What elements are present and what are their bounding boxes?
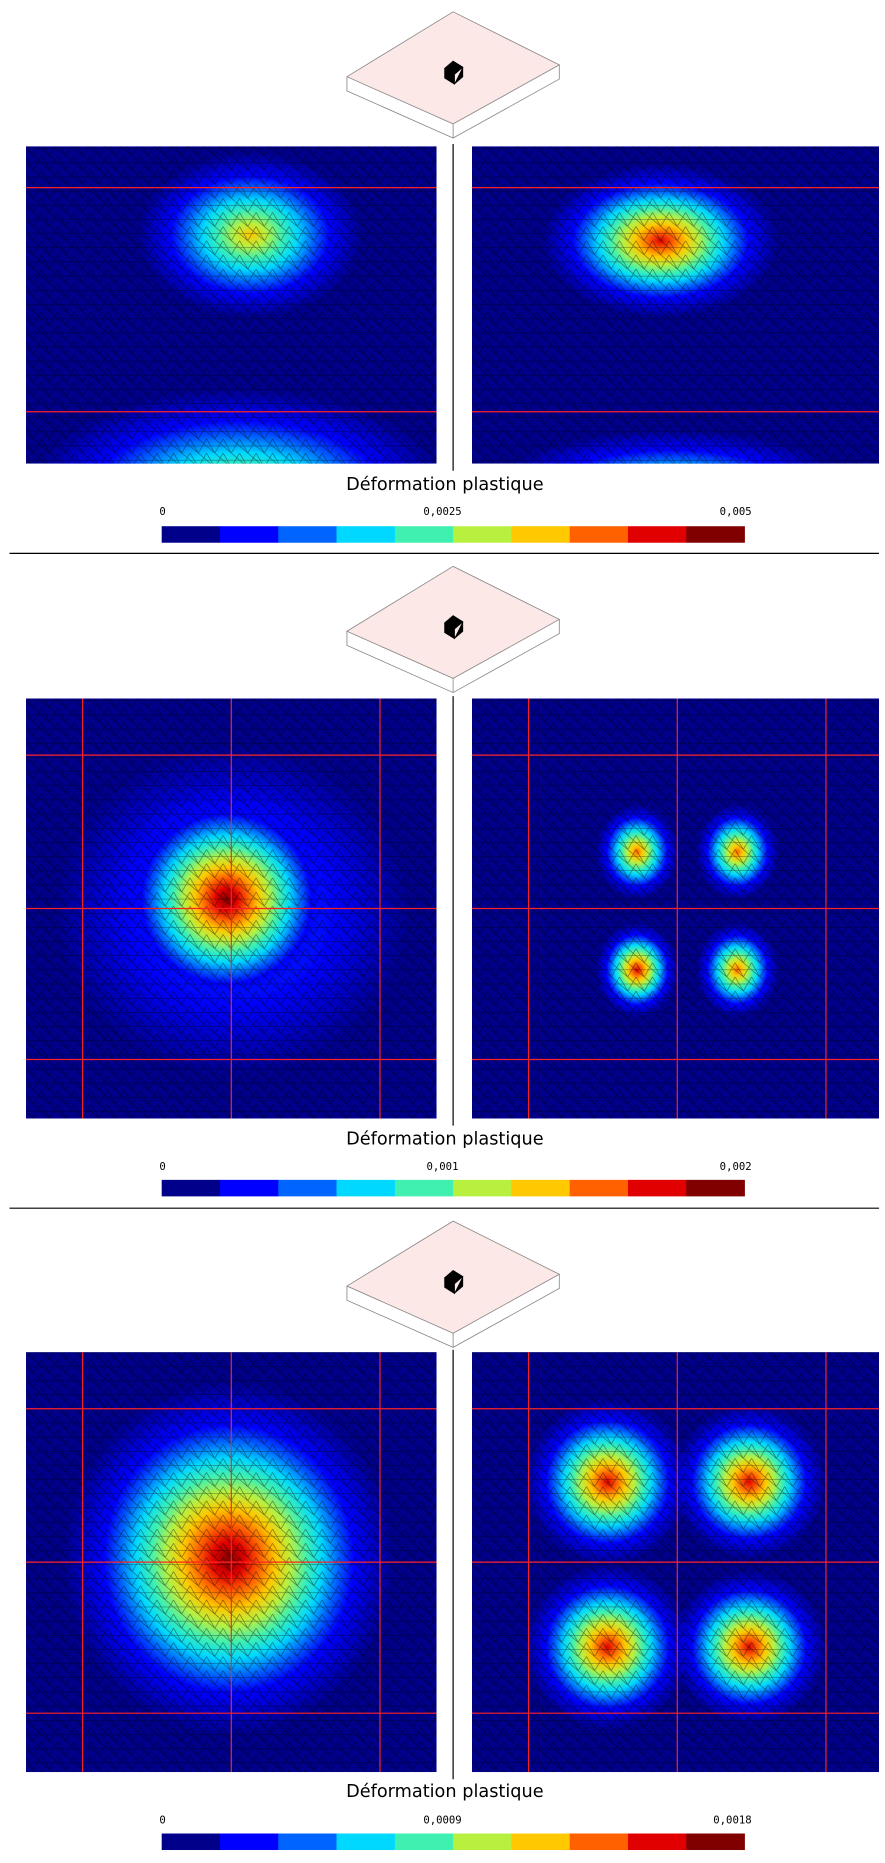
contour-plot (471, 698, 880, 1119)
colorbar-swatch (453, 1833, 512, 1851)
colorbar-swatch (569, 1833, 629, 1851)
colorbar-swatch (394, 1179, 454, 1197)
colorbar-label: 0,001 (427, 1160, 459, 1173)
colorbar-swatch (627, 526, 687, 543)
panel: Déformation plastique 0 0,001 0,002 (9, 552, 880, 1197)
colorbar-title: Déformation plastique (346, 1782, 543, 1802)
colorbar-label: 0,0018 (713, 1814, 751, 1827)
contour-plot (26, 146, 437, 464)
colorbar-swatch (627, 1179, 687, 1197)
plate-icon (346, 11, 561, 139)
plate-icon (346, 565, 561, 694)
contour-plot (26, 1352, 437, 1773)
colorbar-title: Déformation plastique (346, 475, 543, 495)
colorbar-swatch (511, 526, 571, 543)
panel: Déformation plastique 0 0,0009 0,0018 (9, 1207, 880, 1851)
colorbar-swatch (627, 1833, 687, 1851)
colorbar-swatch (161, 1179, 221, 1197)
colorbar-label: 0 (159, 1814, 165, 1827)
contour-plot (26, 698, 437, 1119)
colorbar-label: 0 (159, 505, 165, 518)
colorbar-swatch (336, 1179, 396, 1197)
colorbar-swatch (569, 1179, 629, 1197)
colorbar-swatch (336, 526, 396, 543)
colorbar-swatch (686, 1179, 745, 1197)
colorbar-swatch (278, 1179, 337, 1197)
colorbar-swatch (161, 526, 221, 543)
colorbar-swatch (511, 1179, 571, 1197)
colorbar-swatch (336, 1833, 396, 1851)
colorbar-swatch (219, 1833, 279, 1851)
panel: Déformation plastique 0 0,0025 0,005 (26, 11, 880, 543)
colorbar-swatch (686, 526, 745, 543)
colorbar-swatch (453, 526, 512, 543)
colorbar-swatch (511, 1833, 571, 1851)
colorbar-swatch (569, 526, 629, 543)
contour-plot (471, 1352, 880, 1773)
contour-plot (471, 146, 880, 464)
colorbar-swatch (278, 526, 337, 543)
colorbar-swatch (219, 526, 279, 543)
colorbar-title: Déformation plastique (346, 1130, 543, 1150)
colorbar-swatch (278, 1833, 337, 1851)
colorbar-swatch (219, 1179, 279, 1197)
colorbar-swatch (394, 1833, 454, 1851)
colorbar-label: 0,005 (720, 505, 752, 518)
colorbar-label: 0 (159, 1160, 165, 1173)
colorbar-label: 0,0009 (423, 1814, 461, 1827)
colorbar-label: 0,002 (720, 1160, 752, 1173)
colorbar-swatch (686, 1833, 745, 1851)
colorbar-swatch (161, 1833, 221, 1851)
colorbar-swatch (453, 1179, 512, 1197)
plate-icon (346, 1220, 561, 1348)
colorbar-label: 0,0025 (423, 505, 461, 518)
colorbar-swatch (394, 526, 454, 543)
